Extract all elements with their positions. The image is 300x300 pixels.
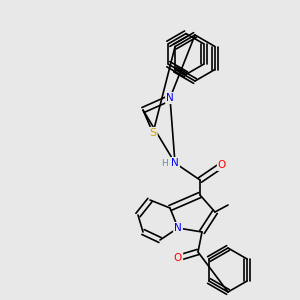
Text: H: H: [162, 158, 168, 167]
Text: O: O: [174, 253, 182, 263]
Text: O: O: [218, 160, 226, 170]
Text: N: N: [171, 158, 179, 168]
Text: N: N: [166, 93, 174, 103]
Text: N: N: [174, 223, 182, 233]
Text: S: S: [149, 128, 157, 138]
